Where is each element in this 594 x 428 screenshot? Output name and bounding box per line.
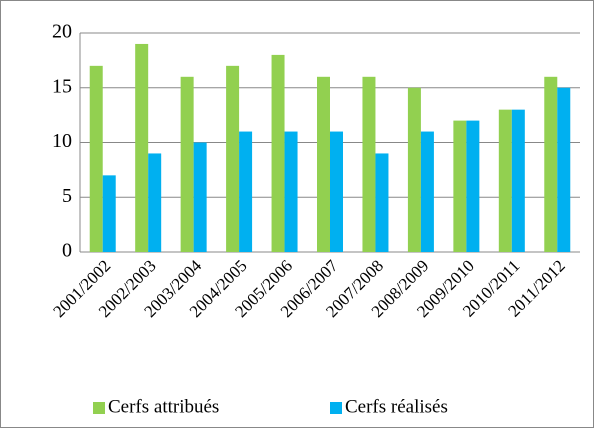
bar (148, 153, 162, 252)
y-tick-label: 20 (52, 21, 72, 43)
legend-swatch (330, 402, 342, 414)
bar (102, 175, 116, 252)
bar (420, 131, 434, 252)
y-tick-label: 0 (62, 240, 72, 262)
bar (498, 109, 512, 253)
bar (271, 54, 285, 253)
bar (193, 142, 207, 252)
bar (239, 131, 253, 252)
bar (317, 76, 330, 252)
legend-label: Cerfs attribués (108, 396, 219, 417)
bar (375, 153, 389, 252)
bar (407, 87, 421, 252)
bar (180, 76, 194, 252)
y-tick-label: 10 (52, 130, 72, 152)
legend-label: Cerfs réalisés (345, 396, 448, 417)
bar (89, 65, 103, 252)
bar (284, 131, 298, 252)
bar (453, 120, 467, 252)
bar (226, 65, 240, 252)
bar (511, 109, 525, 253)
y-tick-label: 5 (62, 185, 72, 207)
bar (330, 131, 343, 252)
legend-swatch (93, 402, 105, 414)
bar (557, 87, 571, 252)
bar (135, 43, 149, 253)
bar (466, 120, 480, 252)
y-tick-label: 15 (52, 75, 72, 97)
bar (362, 76, 376, 252)
bar (544, 76, 558, 252)
